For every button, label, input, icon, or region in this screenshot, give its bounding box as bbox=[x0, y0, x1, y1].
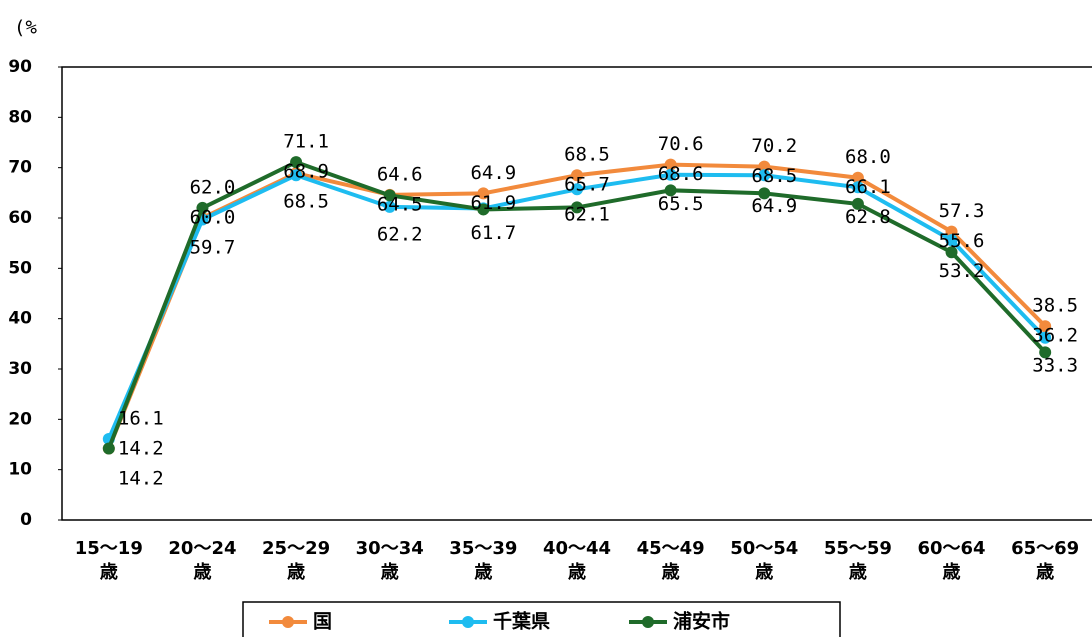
y-tick-label: 50 bbox=[8, 258, 32, 278]
y-tick-label: 10 bbox=[8, 460, 32, 480]
legend-marker bbox=[462, 616, 474, 628]
data-label: 60.0 bbox=[190, 206, 236, 228]
point bbox=[571, 183, 583, 196]
x-tick-label: 35～39 歳 bbox=[449, 538, 518, 583]
data-label: 57.3 bbox=[939, 200, 985, 222]
point bbox=[945, 246, 958, 259]
data-label: 62.2 bbox=[377, 223, 423, 245]
x-tick-label: 55～59 歳 bbox=[823, 538, 892, 583]
legend-label: 千葉県 bbox=[493, 611, 550, 633]
point bbox=[290, 156, 303, 169]
data-label: 59.7 bbox=[190, 236, 236, 258]
legend-label: 国 bbox=[313, 611, 332, 633]
point bbox=[196, 201, 209, 214]
data-label: 64.9 bbox=[470, 162, 516, 184]
x-tick-label: 50～54 歳 bbox=[730, 538, 799, 583]
data-label: 61.9 bbox=[470, 192, 516, 214]
y-tick-label: 60 bbox=[8, 208, 32, 228]
data-label: 61.7 bbox=[470, 222, 516, 244]
point bbox=[383, 189, 396, 202]
data-label: 64.5 bbox=[377, 193, 423, 215]
point bbox=[851, 181, 864, 194]
data-label: 68.9 bbox=[283, 161, 329, 183]
point bbox=[758, 160, 771, 173]
data-label: 33.3 bbox=[1032, 355, 1078, 377]
data-label: 68.0 bbox=[845, 146, 891, 168]
x-tick-label: 45～49 歳 bbox=[636, 538, 705, 583]
point bbox=[1039, 320, 1052, 333]
plot-frame bbox=[61, 66, 1092, 521]
point bbox=[664, 184, 677, 197]
data-label: 70.6 bbox=[658, 133, 704, 155]
point bbox=[102, 442, 115, 455]
data-label: 66.1 bbox=[845, 176, 891, 198]
data-label: 68.5 bbox=[283, 191, 329, 213]
data-label: 64.9 bbox=[751, 195, 797, 217]
point bbox=[571, 169, 583, 182]
data-label: 14.2 bbox=[118, 467, 164, 489]
data-label: 16.1 bbox=[118, 407, 164, 429]
y-tick-label: 40 bbox=[8, 309, 32, 329]
point bbox=[477, 187, 490, 200]
point bbox=[571, 201, 583, 214]
legend-marker bbox=[642, 616, 654, 628]
point bbox=[945, 225, 958, 238]
point bbox=[664, 168, 677, 181]
data-label: 68.5 bbox=[751, 165, 797, 187]
data-label: 68.5 bbox=[564, 144, 610, 166]
point bbox=[1039, 346, 1052, 359]
data-label: 70.2 bbox=[751, 135, 797, 157]
y-axis-label: (% bbox=[14, 17, 37, 39]
x-tick-label: 15～19 歳 bbox=[74, 538, 143, 583]
y-tick-label: 20 bbox=[8, 409, 32, 429]
x-tick-label: 20～24 歳 bbox=[168, 538, 237, 583]
x-tick-label: 40～44 歳 bbox=[542, 538, 612, 583]
data-label: 64.6 bbox=[377, 163, 423, 185]
point bbox=[945, 234, 958, 247]
x-tick-label: 25～29 歳 bbox=[262, 538, 331, 583]
data-label: 53.2 bbox=[939, 260, 985, 282]
point bbox=[664, 158, 677, 171]
data-label: 55.6 bbox=[939, 230, 985, 252]
data-label: 38.5 bbox=[1032, 295, 1078, 317]
y-tick-label: 90 bbox=[8, 57, 32, 77]
point bbox=[851, 197, 864, 210]
x-tick-label: 65～69 歳 bbox=[1011, 538, 1080, 583]
point bbox=[1039, 331, 1052, 344]
data-label: 71.1 bbox=[283, 131, 329, 153]
data-label: 68.6 bbox=[658, 163, 704, 185]
data-label: 36.2 bbox=[1032, 325, 1078, 347]
data-label: 65.7 bbox=[564, 174, 610, 196]
legend-marker bbox=[282, 616, 294, 628]
legend-box bbox=[242, 601, 841, 637]
data-label: 65.5 bbox=[658, 193, 704, 215]
x-tick-label: 30～34 歳 bbox=[355, 538, 424, 583]
data-label: 14.2 bbox=[118, 437, 164, 459]
y-tick-label: 30 bbox=[8, 359, 32, 379]
data-label: 62.8 bbox=[845, 206, 891, 228]
point bbox=[758, 169, 771, 182]
point bbox=[383, 200, 396, 213]
y-tick-label: 70 bbox=[8, 158, 32, 178]
x-tick-label: 60～64 歳 bbox=[917, 538, 986, 583]
legend-label: 浦安市 bbox=[673, 610, 730, 633]
point bbox=[758, 187, 771, 200]
point bbox=[851, 171, 864, 184]
point bbox=[477, 203, 490, 216]
y-tick-label: 0 bbox=[20, 510, 32, 530]
data-label: 62.0 bbox=[190, 176, 236, 198]
y-tick-label: 80 bbox=[8, 107, 32, 127]
point bbox=[290, 169, 303, 182]
data-label: 62.1 bbox=[564, 204, 610, 226]
